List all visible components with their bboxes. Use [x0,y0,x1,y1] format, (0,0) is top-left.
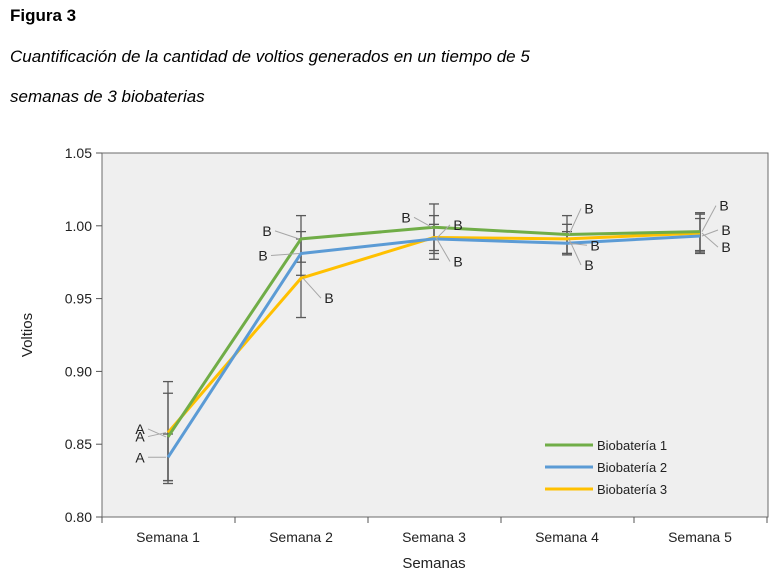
significance-leader [568,242,588,246]
significance-letter: B [324,290,333,306]
significance-letter: B [401,209,410,225]
significance-leader [435,224,451,240]
y-tick-label: 1.05 [65,145,92,161]
significance-letter: B [453,217,462,233]
significance-letter: B [262,223,271,239]
legend-label: Biobatería 3 [597,482,667,497]
significance-leader [274,230,300,240]
figure-label: Figura 3 [10,6,77,25]
x-tick-label: Semana 5 [668,529,732,545]
x-axis-label: Semanas [402,555,465,572]
x-tick-label: Semana 3 [402,529,466,545]
significance-leader [701,232,719,248]
significance-letter: B [584,257,593,273]
y-tick-label: 0.80 [65,509,92,525]
significance-leader [147,432,167,438]
significance-leader [701,205,717,232]
x-tick-label: Semana 1 [136,529,200,545]
significance-letter: B [258,247,267,263]
significance-letter: B [721,239,730,255]
significance-letter: A [135,429,145,445]
significance-letter: B [584,201,593,217]
x-tick-label: Semana 4 [535,529,599,545]
legend-label: Biobatería 1 [597,438,667,453]
figure-caption-line-1: Cuantificación de la cantidad de voltios… [10,47,530,66]
x-tick-label: Semana 2 [269,529,333,545]
significance-leader [270,252,300,256]
significance-leader [568,208,582,235]
y-tick-label: 1.00 [65,218,92,234]
series-line [166,225,701,438]
plot-area [101,152,769,518]
y-tick-label: 0.95 [65,291,92,307]
y-axis-label: Voltios [19,313,36,357]
plot-layer: 0.80 0.85 0.90 0.95 1.00 1.05 Semana 1 Semana 2… [65,145,769,545]
series-line [166,234,701,459]
significance-letter: A [135,421,145,437]
significance-leader [413,216,433,228]
significance-leader [568,238,582,266]
significance-letter: B [721,222,730,238]
significance-leader [147,428,167,438]
significance-leader [302,277,322,299]
y-tick-label: 0.90 [65,363,92,379]
significance-letter: B [590,237,599,253]
legend-label: Biobatería 2 [597,460,667,475]
significance-leader [435,237,451,262]
figure-caption-line-2: semanas de 3 biobaterias [10,87,205,106]
y-tick-label: 0.85 [65,436,92,452]
significance-letter: B [453,253,462,269]
significance-letter: A [135,449,145,465]
significance-letter: B [719,198,728,214]
